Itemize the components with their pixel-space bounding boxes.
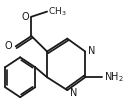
Text: O: O [22, 12, 29, 22]
Text: N: N [88, 46, 95, 57]
Text: CH$_3$: CH$_3$ [48, 5, 67, 18]
Text: N: N [70, 88, 77, 98]
Text: O: O [5, 41, 12, 51]
Text: NH$_2$: NH$_2$ [104, 70, 124, 84]
